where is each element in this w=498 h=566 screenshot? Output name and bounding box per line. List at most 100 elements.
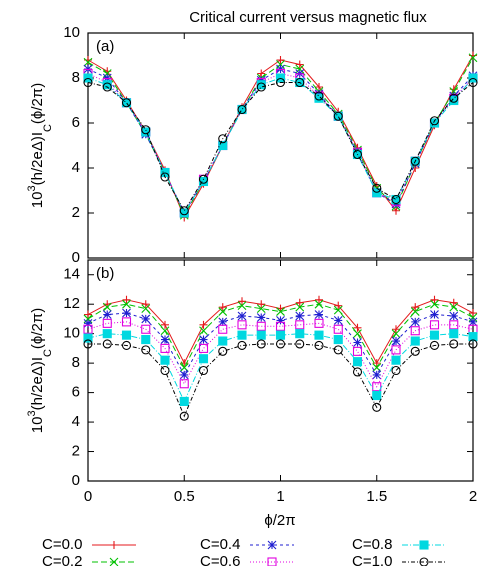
marker	[391, 329, 401, 339]
marker	[449, 302, 459, 312]
y-axis-label-part: (h/2eΔ)I	[29, 357, 46, 410]
marker	[372, 183, 382, 193]
marker	[410, 156, 420, 166]
panel-label: (a)	[96, 38, 114, 55]
y-axis-label: 103(h/2eΔ)IC(ϕ/2π)	[26, 308, 54, 433]
marker	[237, 301, 247, 311]
marker	[411, 303, 420, 312]
marker	[314, 330, 324, 340]
x-tick-label: 2	[469, 488, 477, 505]
marker	[468, 332, 478, 342]
marker	[372, 402, 382, 412]
marker	[83, 77, 93, 88]
marker	[179, 379, 189, 389]
marker	[121, 317, 132, 327]
marker	[218, 307, 228, 316]
marker	[276, 307, 285, 316]
marker	[237, 311, 247, 321]
panel-label: (b)	[96, 265, 114, 282]
series-line	[87, 77, 474, 215]
x-axis-label: ϕ/2π	[264, 512, 295, 529]
marker	[410, 346, 420, 356]
marker	[102, 310, 112, 319]
y-tick-label: 12	[63, 295, 80, 312]
marker	[352, 367, 363, 377]
marker	[449, 339, 459, 349]
marker	[141, 324, 151, 334]
marker	[353, 338, 362, 347]
marker	[141, 345, 151, 355]
marker	[392, 206, 400, 215]
marker	[102, 339, 112, 349]
marker	[141, 314, 151, 324]
marker	[410, 307, 420, 316]
marker	[334, 301, 343, 310]
marker	[295, 339, 305, 349]
marker	[315, 295, 323, 304]
series-line	[87, 82, 474, 212]
legend-marker	[267, 557, 277, 566]
y-tick-label: 2	[72, 204, 80, 221]
marker	[275, 77, 286, 88]
marker	[314, 91, 324, 101]
marker	[353, 329, 362, 339]
marker	[314, 310, 324, 319]
marker	[449, 298, 458, 307]
marker	[295, 60, 304, 69]
marker	[141, 300, 150, 309]
y-tick-label: 8	[72, 354, 80, 371]
y-tick-label: 0	[72, 249, 80, 266]
marker	[83, 333, 93, 343]
legend-marker	[110, 541, 118, 549]
marker	[391, 345, 401, 355]
y-tick-label: 4	[72, 413, 80, 430]
marker	[121, 330, 132, 340]
y-axis-label-part: (h/2eΔ)I	[29, 132, 46, 185]
marker	[314, 340, 324, 351]
y-tick-label: 6	[72, 384, 80, 401]
marker	[141, 125, 151, 135]
marker	[295, 311, 305, 321]
series-line	[87, 72, 474, 215]
marker	[218, 317, 228, 327]
legend-marker	[419, 540, 429, 550]
marker	[102, 80, 112, 90]
marker	[179, 206, 189, 216]
marker	[333, 111, 343, 121]
legend-label: C=0.6	[200, 553, 240, 566]
marker	[468, 313, 478, 322]
marker	[392, 325, 400, 334]
marker	[102, 69, 112, 78]
marker	[160, 335, 170, 344]
marker	[468, 339, 478, 349]
y-axis-label-part: (ϕ/2π)	[29, 83, 46, 124]
legend-label: C=0.4	[200, 536, 240, 553]
x-tick-label: 0	[84, 488, 92, 505]
marker	[468, 77, 478, 88]
marker	[429, 118, 440, 128]
plot-frame	[87, 259, 474, 482]
marker	[237, 340, 247, 351]
marker	[256, 339, 266, 349]
y-tick-label: 8	[72, 69, 80, 86]
x-tick-label: 1	[276, 488, 284, 505]
marker	[122, 299, 131, 309]
marker	[141, 335, 151, 345]
marker	[333, 316, 343, 325]
marker	[295, 329, 305, 339]
marker	[121, 340, 132, 351]
marker	[256, 313, 266, 322]
marker	[314, 93, 324, 103]
y-axis-label: 103(h/2eΔ)IC(ϕ/2π)	[26, 83, 54, 208]
marker	[256, 330, 266, 340]
legend-marker	[419, 557, 429, 566]
marker	[141, 304, 151, 314]
marker	[449, 93, 459, 103]
marker	[218, 140, 228, 151]
marker	[141, 127, 151, 137]
y-axis-label-part: 10	[29, 192, 46, 209]
marker	[83, 314, 93, 324]
y-axis-label-part: 3	[26, 410, 38, 416]
marker	[449, 311, 459, 321]
